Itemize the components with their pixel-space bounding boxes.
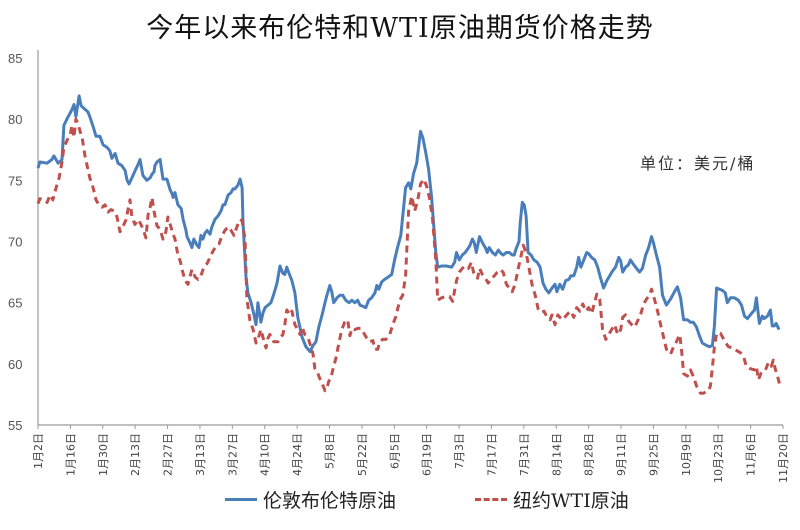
legend-dashed-line-icon [475,498,507,501]
x-tick-label: 6月19日 [421,433,434,476]
x-tick-label: 10月23日 [712,433,725,483]
x-tick-label: 2月27日 [162,433,175,476]
wti-series-line [36,117,782,395]
x-tick-label: 9月11日 [615,433,628,476]
y-axis-ticks: 55 60 65 70 75 80 85 [8,51,22,433]
x-tick-label: 2月13日 [129,433,142,476]
x-tick-label: 11月6日 [745,433,758,476]
y-tick-label: 75 [8,173,22,188]
x-tick-label: 11月20日 [777,433,790,483]
x-tick-label: 7月3日 [453,433,466,469]
x-tick-label: 3月13日 [194,433,207,476]
chart-title: 今年以来布伦特和WTI原油期货价格走势 [146,13,654,44]
unit-label: 单位：美元/桶 [640,154,756,173]
legend-label-brent: 伦敦布伦特原油 [263,490,397,512]
x-tick-label: 4月24日 [291,433,304,476]
x-tick-label: 6月5日 [388,433,401,469]
x-tick-label: 1月2日 [32,433,45,469]
x-tick-label: 5月8日 [324,433,337,469]
x-tick-label: 4月10日 [259,433,272,476]
brent-series-line [36,94,781,354]
y-tick-label: 70 [8,235,22,250]
y-tick-label: 55 [8,418,22,433]
x-tick-label: 1月30日 [97,433,110,476]
x-tick-label: 1月16日 [64,433,77,476]
legend-solid-line-icon [225,498,257,501]
legend-item-wti: 纽约WTI原油 [475,486,629,513]
x-tick-label: 3月27日 [226,433,239,476]
y-tick-label: 60 [8,357,22,372]
series-lines [36,94,782,395]
x-tick-label: 5月22日 [356,433,369,476]
y-tick-label: 65 [8,296,22,311]
legend-item-brent: 伦敦布伦特原油 [225,486,396,513]
axes [37,50,783,426]
x-axis-ticks: 1月2日 1月16日 1月30日 2月13日 2月27日 3月13日 3月27日 4月10日 4… [32,425,790,483]
x-tick-label: 8月28日 [583,433,596,476]
x-tick-label: 9月25日 [647,433,660,476]
legend-label-wti: 纽约WTI原油 [513,490,629,512]
x-tick-label: 10月9日 [680,433,693,476]
x-tick-label: 8月14日 [550,433,563,476]
y-tick-label: 80 [8,112,22,127]
y-tick-label: 85 [8,51,22,66]
x-tick-label: 7月17日 [485,433,498,476]
x-tick-label: 7月31日 [518,433,531,476]
